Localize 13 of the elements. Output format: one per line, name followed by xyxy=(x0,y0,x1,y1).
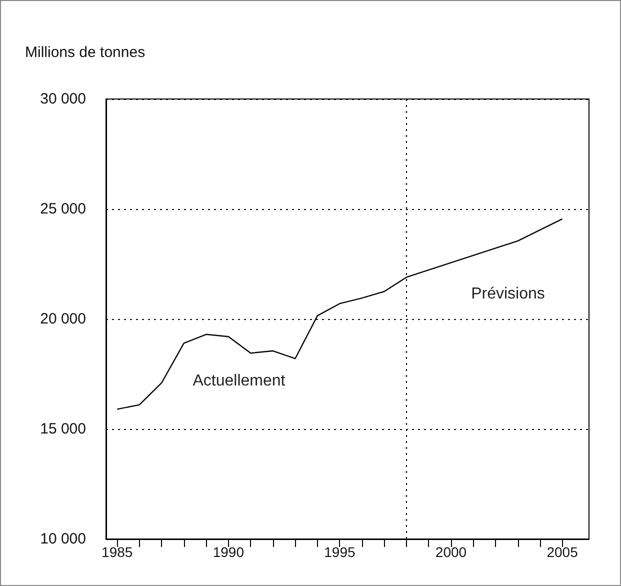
x-tick-label: 1995 xyxy=(324,544,356,560)
y-tick-label: 10 000 xyxy=(40,530,86,548)
x-tick-label: 2000 xyxy=(435,544,467,560)
annotation: Actuellement xyxy=(192,372,286,390)
y-tick-label: 15 000 xyxy=(40,420,86,438)
y-tick-label: 30 000 xyxy=(40,90,86,108)
x-tick-label: 2005 xyxy=(546,544,578,560)
y-axis-title: Millions de tonnes xyxy=(25,44,146,61)
annotation: Prévisions xyxy=(471,286,545,302)
y-tick-label: 25 000 xyxy=(40,200,86,218)
y-tick-label: 20 000 xyxy=(40,310,86,328)
x-tick-label: 1990 xyxy=(212,544,244,560)
x-tick-label: 1985 xyxy=(102,544,133,560)
